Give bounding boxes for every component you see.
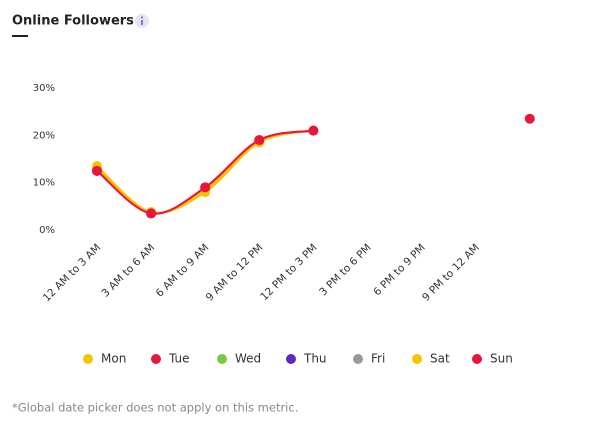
data-point <box>146 208 157 219</box>
legend-swatch <box>83 354 93 364</box>
info-icon[interactable] <box>135 14 149 28</box>
legend-swatch <box>353 354 363 364</box>
legend-item[interactable]: Tue <box>151 352 190 366</box>
title-underline <box>12 35 28 37</box>
chart-title: Online Followers <box>12 14 134 29</box>
data-point <box>308 125 319 136</box>
series <box>92 113 535 219</box>
x-tick-label: 3 AM to 6 AM <box>100 242 158 300</box>
legend-item[interactable]: Thu <box>286 352 327 366</box>
legend-item[interactable]: Fri <box>353 352 385 366</box>
y-tick-label: 20% <box>33 130 55 141</box>
x-tick-label: 6 AM to 9 AM <box>154 242 212 300</box>
info-dot <box>141 16 143 19</box>
legend-item[interactable]: Wed <box>217 352 261 366</box>
series <box>92 125 319 219</box>
x-tick-label: 12 AM to 3 AM <box>41 242 104 305</box>
data-point <box>92 165 102 176</box>
legend-label: Sun <box>490 352 513 366</box>
legend-label: Sat <box>430 352 450 366</box>
data-point <box>200 182 211 193</box>
legend-label: Tue <box>168 352 190 366</box>
legend-label: Mon <box>101 352 126 366</box>
info-stem <box>141 20 143 25</box>
x-tick-label: 9 AM to 12 PM <box>204 242 266 304</box>
x-tick-label: 6 PM to 9 PM <box>371 242 428 299</box>
legend-label: Thu <box>303 352 327 366</box>
legend-swatch <box>286 354 296 364</box>
data-point <box>254 135 265 146</box>
x-tick-label: 3 PM to 6 PM <box>317 242 374 299</box>
footnote: *Global date picker does not apply on th… <box>12 401 298 415</box>
series <box>92 125 319 218</box>
y-tick-label: 10% <box>33 178 55 189</box>
legend-item[interactable]: Sun <box>472 352 513 366</box>
legend-swatch <box>217 354 227 364</box>
legend-swatch <box>472 354 482 364</box>
series <box>92 125 319 218</box>
legend-swatch <box>151 354 161 364</box>
x-tick-label: 12 PM to 3 PM <box>258 242 319 303</box>
y-tick-label: 30% <box>33 83 55 94</box>
x-tick-label: 9 PM to 12 AM <box>420 242 482 304</box>
data-point <box>524 113 535 124</box>
legend-item[interactable]: Sat <box>412 352 450 366</box>
legend-swatch <box>412 354 422 364</box>
legend-label: Wed <box>235 352 261 366</box>
y-tick-label: 0% <box>39 225 55 236</box>
legend-item[interactable]: Mon <box>83 352 126 366</box>
legend-label: Fri <box>371 352 385 366</box>
